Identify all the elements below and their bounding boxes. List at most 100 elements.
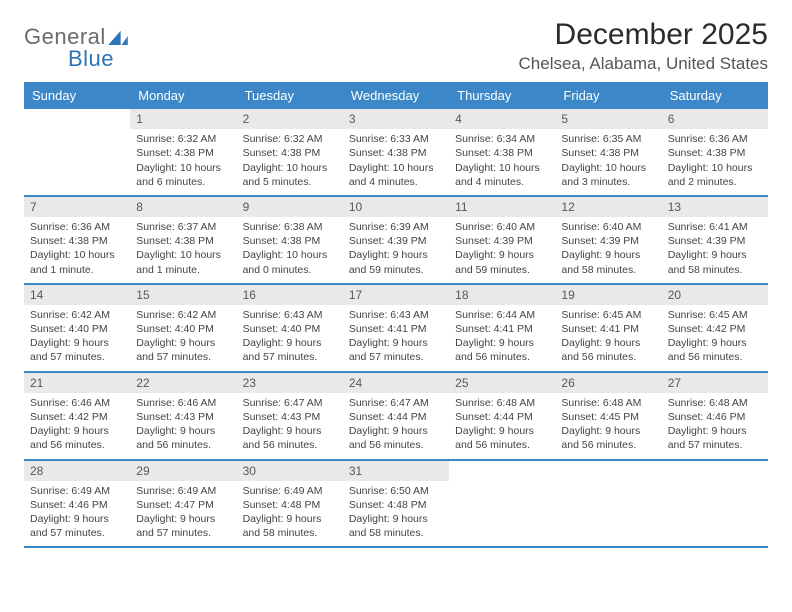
daylight-text: Daylight: 9 hours and 57 minutes. [136, 336, 230, 364]
weekday-header: Wednesday [343, 82, 449, 109]
daylight-text: Daylight: 9 hours and 59 minutes. [349, 248, 443, 276]
day-cell: 13Sunrise: 6:41 AMSunset: 4:39 PMDayligh… [662, 197, 768, 283]
day-number: 9 [237, 197, 343, 217]
day-number: 13 [662, 197, 768, 217]
title-block: December 2025 Chelsea, Alabama, United S… [519, 18, 768, 74]
sunrise-text: Sunrise: 6:47 AM [243, 396, 337, 410]
daylight-text: Daylight: 10 hours and 0 minutes. [243, 248, 337, 276]
daylight-text: Daylight: 10 hours and 4 minutes. [349, 161, 443, 189]
weeks-container: 1Sunrise: 6:32 AMSunset: 4:38 PMDaylight… [24, 109, 768, 548]
sunset-text: Sunset: 4:40 PM [136, 322, 230, 336]
day-cell: 31Sunrise: 6:50 AMSunset: 4:48 PMDayligh… [343, 461, 449, 547]
calendar-page: GeneralBlue December 2025 Chelsea, Alaba… [0, 0, 792, 548]
week-row: 21Sunrise: 6:46 AMSunset: 4:42 PMDayligh… [24, 373, 768, 461]
day-cell: 27Sunrise: 6:48 AMSunset: 4:46 PMDayligh… [662, 373, 768, 459]
sunrise-text: Sunrise: 6:38 AM [243, 220, 337, 234]
day-cell: 20Sunrise: 6:45 AMSunset: 4:42 PMDayligh… [662, 285, 768, 371]
day-cell: 14Sunrise: 6:42 AMSunset: 4:40 PMDayligh… [24, 285, 130, 371]
sunrise-text: Sunrise: 6:42 AM [30, 308, 124, 322]
daylight-text: Daylight: 9 hours and 58 minutes. [668, 248, 762, 276]
month-title: December 2025 [519, 18, 768, 52]
sunrise-text: Sunrise: 6:42 AM [136, 308, 230, 322]
day-number: 21 [24, 373, 130, 393]
daylight-text: Daylight: 9 hours and 58 minutes. [561, 248, 655, 276]
daylight-text: Daylight: 9 hours and 56 minutes. [561, 336, 655, 364]
day-cell: 10 Sunrise: 6:39 AMSunset: 4:39 PMDayligh… [343, 197, 449, 283]
daylight-text: Daylight: 10 hours and 6 minutes. [136, 161, 230, 189]
day-cell: 28Sunrise: 6:49 AMSunset: 4:46 PMDayligh… [24, 461, 130, 547]
sunrise-text: Sunrise: 6:41 AM [668, 220, 762, 234]
weekday-header: Tuesday [237, 82, 343, 109]
daylight-text: Daylight: 9 hours and 56 minutes. [243, 424, 337, 452]
sunset-text: Sunset: 4:48 PM [243, 498, 337, 512]
daylight-text: Daylight: 9 hours and 58 minutes. [243, 512, 337, 540]
daylight-text: Daylight: 10 hours and 5 minutes. [243, 161, 337, 189]
weekday-header: Sunday [24, 82, 130, 109]
day-cell [24, 109, 130, 195]
day-cell: 21Sunrise: 6:46 AMSunset: 4:42 PMDayligh… [24, 373, 130, 459]
day-cell [449, 461, 555, 547]
sunrise-text: Sunrise: 6:49 AM [136, 484, 230, 498]
day-cell: 7Sunrise: 6:36 AMSunset: 4:38 PMDaylight… [24, 197, 130, 283]
day-cell: 5Sunrise: 6:35 AMSunset: 4:38 PMDaylight… [555, 109, 661, 195]
day-number: 27 [662, 373, 768, 393]
logo-text-blue: Blue [68, 46, 114, 72]
weekday-header-row: SundayMondayTuesdayWednesdayThursdayFrid… [24, 82, 768, 109]
sunset-text: Sunset: 4:40 PM [243, 322, 337, 336]
sunrise-text: Sunrise: 6:48 AM [668, 396, 762, 410]
day-cell: 15Sunrise: 6:42 AMSunset: 4:40 PMDayligh… [130, 285, 236, 371]
week-row: 7Sunrise: 6:36 AMSunset: 4:38 PMDaylight… [24, 197, 768, 285]
day-cell: 19Sunrise: 6:45 AMSunset: 4:41 PMDayligh… [555, 285, 661, 371]
weekday-header: Friday [555, 82, 661, 109]
daylight-text: Daylight: 9 hours and 57 minutes. [30, 512, 124, 540]
daylight-text: Daylight: 10 hours and 2 minutes. [668, 161, 762, 189]
logo: GeneralBlue [24, 24, 128, 72]
day-cell: 22Sunrise: 6:46 AMSunset: 4:43 PMDayligh… [130, 373, 236, 459]
day-cell: 12Sunrise: 6:40 AMSunset: 4:39 PMDayligh… [555, 197, 661, 283]
day-cell: 17Sunrise: 6:43 AMSunset: 4:41 PMDayligh… [343, 285, 449, 371]
day-number: 23 [237, 373, 343, 393]
day-number: 20 [662, 285, 768, 305]
day-number: 30 [237, 461, 343, 481]
sunset-text: Sunset: 4:40 PM [30, 322, 124, 336]
daylight-text: Daylight: 10 hours and 4 minutes. [455, 161, 549, 189]
daylight-text: Daylight: 10 hours and 1 minute. [30, 248, 124, 276]
header-row: GeneralBlue December 2025 Chelsea, Alaba… [24, 18, 768, 74]
sunset-text: Sunset: 4:38 PM [136, 146, 230, 160]
daylight-text: Daylight: 9 hours and 56 minutes. [668, 336, 762, 364]
day-cell: 3Sunrise: 6:33 AMSunset: 4:38 PMDaylight… [343, 109, 449, 195]
daylight-text: Daylight: 9 hours and 57 minutes. [349, 336, 443, 364]
sunset-text: Sunset: 4:39 PM [561, 234, 655, 248]
day-cell: 9Sunrise: 6:38 AMSunset: 4:38 PMDaylight… [237, 197, 343, 283]
sunrise-text: Sunrise: 6:40 AM [561, 220, 655, 234]
day-number: 5 [555, 109, 661, 129]
daylight-text: Daylight: 10 hours and 1 minute. [136, 248, 230, 276]
day-cell: 4Sunrise: 6:34 AMSunset: 4:38 PMDaylight… [449, 109, 555, 195]
sunrise-text: Sunrise: 6:37 AM [136, 220, 230, 234]
day-cell: 25Sunrise: 6:48 AMSunset: 4:44 PMDayligh… [449, 373, 555, 459]
sunset-text: Sunset: 4:44 PM [455, 410, 549, 424]
daylight-text: Daylight: 10 hours and 3 minutes. [561, 161, 655, 189]
sunset-text: Sunset: 4:47 PM [136, 498, 230, 512]
day-number: 2 [237, 109, 343, 129]
day-cell [555, 461, 661, 547]
daylight-text: Daylight: 9 hours and 56 minutes. [136, 424, 230, 452]
sunrise-text: Sunrise: 6:40 AM [455, 220, 549, 234]
daylight-text: Daylight: 9 hours and 57 minutes. [243, 336, 337, 364]
sunset-text: Sunset: 4:38 PM [243, 146, 337, 160]
day-number: 7 [24, 197, 130, 217]
sunrise-text: Sunrise: 6:33 AM [349, 132, 443, 146]
sunset-text: Sunset: 4:39 PM [349, 234, 443, 248]
week-row: 1Sunrise: 6:32 AMSunset: 4:38 PMDaylight… [24, 109, 768, 197]
sunrise-text: Sunrise: 6:43 AM [349, 308, 443, 322]
day-number: 1 [130, 109, 236, 129]
weekday-header: Thursday [449, 82, 555, 109]
day-number: 10 [343, 197, 449, 217]
sunset-text: Sunset: 4:46 PM [668, 410, 762, 424]
day-number: 19 [555, 285, 661, 305]
day-cell: 6Sunrise: 6:36 AMSunset: 4:38 PMDaylight… [662, 109, 768, 195]
day-number: 6 [662, 109, 768, 129]
sunrise-text: Sunrise: 6:39 AM [349, 220, 443, 234]
sunrise-text: Sunrise: 6:36 AM [668, 132, 762, 146]
sunset-text: Sunset: 4:38 PM [349, 146, 443, 160]
